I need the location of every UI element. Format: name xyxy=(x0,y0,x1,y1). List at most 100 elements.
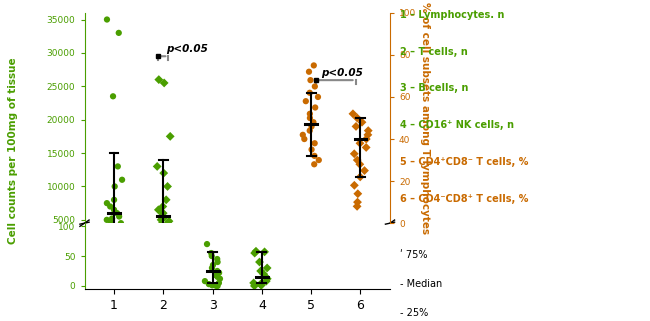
Point xyxy=(161,197,172,202)
Point xyxy=(159,80,170,85)
Point xyxy=(304,69,314,74)
Point xyxy=(104,222,114,228)
Point xyxy=(298,132,308,137)
Point xyxy=(116,232,127,237)
Point xyxy=(153,77,164,82)
Point xyxy=(313,158,324,163)
Text: 5 – CD4⁺CD8⁻ T cells, %: 5 – CD4⁺CD8⁻ T cells, % xyxy=(400,157,528,167)
Point xyxy=(351,124,361,129)
Text: p<0.05: p<0.05 xyxy=(321,68,363,78)
Point xyxy=(213,274,223,280)
Point xyxy=(165,134,176,139)
Point xyxy=(207,283,217,288)
Point xyxy=(101,229,111,234)
Point xyxy=(309,153,320,159)
Point xyxy=(348,111,358,117)
Text: 2 – T cells, n: 2 – T cells, n xyxy=(400,47,467,56)
Point xyxy=(306,147,317,152)
Point xyxy=(306,78,316,83)
Point xyxy=(212,268,222,273)
Point xyxy=(249,283,259,289)
Point xyxy=(156,232,166,237)
Point xyxy=(105,204,116,209)
Point xyxy=(310,105,320,110)
Point xyxy=(155,222,165,228)
Point xyxy=(116,221,126,226)
Point xyxy=(211,273,221,278)
Point xyxy=(250,250,260,256)
Point xyxy=(357,120,367,125)
Point xyxy=(361,145,371,150)
Point xyxy=(352,200,363,205)
Point xyxy=(255,282,266,287)
Point xyxy=(112,164,123,169)
Point xyxy=(109,184,120,189)
Point xyxy=(211,283,222,289)
Point xyxy=(305,111,315,117)
Point xyxy=(152,164,162,169)
Point xyxy=(101,217,112,222)
Y-axis label: % of cell subsets among T lymphocytes: % of cell subsets among T lymphocytes xyxy=(420,2,430,234)
Text: 3 – B cells, n: 3 – B cells, n xyxy=(400,83,468,93)
Point xyxy=(162,221,173,226)
Point xyxy=(261,279,272,284)
Point xyxy=(352,191,363,196)
Text: 1 – Lymphocytes. n: 1 – Lymphocytes. n xyxy=(400,10,504,20)
Point xyxy=(261,274,271,280)
Point xyxy=(114,30,124,35)
Point xyxy=(214,276,225,281)
Point xyxy=(309,63,319,68)
Point xyxy=(117,177,127,182)
Point xyxy=(363,128,374,133)
Point xyxy=(108,225,118,230)
Point xyxy=(155,229,165,234)
Point xyxy=(208,263,218,268)
Point xyxy=(213,259,223,265)
Text: 4 – CD16⁺ NK cells, n: 4 – CD16⁺ NK cells, n xyxy=(400,120,514,130)
Point xyxy=(116,227,127,232)
Point xyxy=(259,249,270,255)
Point xyxy=(258,271,268,276)
Point xyxy=(159,170,169,176)
Point xyxy=(200,279,210,284)
Point xyxy=(156,217,166,222)
Point xyxy=(349,151,359,156)
Point xyxy=(202,241,212,247)
Point xyxy=(111,230,121,236)
Text: ʹ 75%: ʹ 75% xyxy=(400,250,427,260)
Point xyxy=(305,128,315,133)
Point xyxy=(159,225,170,230)
Point xyxy=(156,214,166,219)
Point xyxy=(309,141,320,146)
Point xyxy=(309,84,320,89)
Point xyxy=(157,230,168,236)
Point xyxy=(359,168,370,173)
Point xyxy=(299,136,309,142)
Point xyxy=(213,283,223,289)
Point xyxy=(206,250,216,256)
Point xyxy=(114,214,124,219)
Text: Cell counts per 100mg of tissue: Cell counts per 100mg of tissue xyxy=(8,57,18,244)
Point xyxy=(251,249,261,254)
Point xyxy=(308,120,318,125)
Point xyxy=(300,99,311,104)
Point xyxy=(361,136,371,142)
Point xyxy=(112,211,122,216)
Point xyxy=(207,265,217,271)
Text: - Median: - Median xyxy=(400,279,442,289)
Point xyxy=(355,162,365,167)
Point xyxy=(305,116,315,121)
Point xyxy=(158,216,168,221)
Point xyxy=(352,204,362,209)
Point xyxy=(212,256,222,262)
Point xyxy=(313,94,323,100)
Text: p<0.05: p<0.05 xyxy=(166,44,208,54)
Point xyxy=(207,254,217,259)
Point xyxy=(262,265,272,271)
Point xyxy=(352,116,363,121)
Point xyxy=(248,280,259,285)
Point xyxy=(304,90,315,95)
Point xyxy=(352,158,363,163)
Point xyxy=(109,207,119,213)
Point xyxy=(306,124,317,129)
